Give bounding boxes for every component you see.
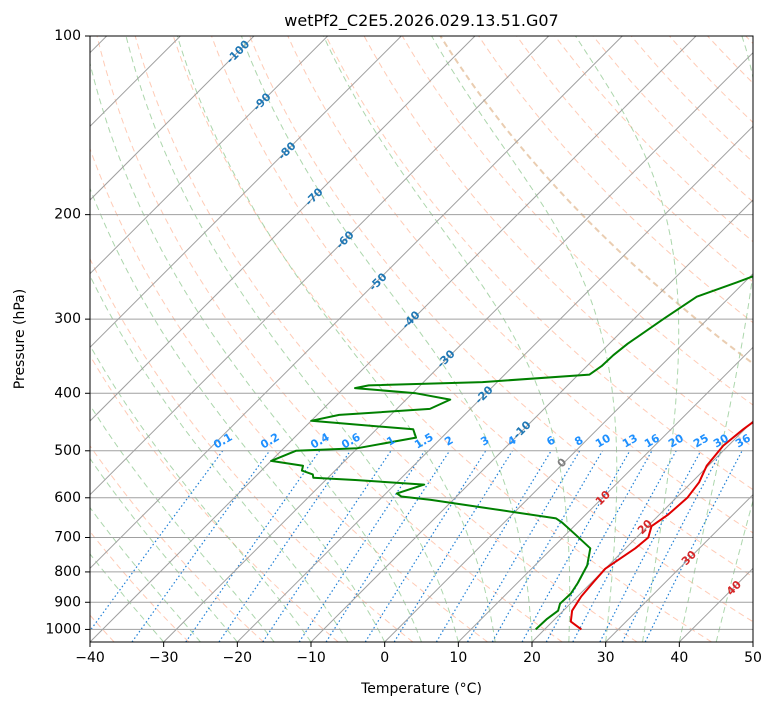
axes: −40 −30 −20 −10 0 10 20 30 40 50 1000 900 800 700 600 5… — [45, 28, 762, 666]
mixing-ratio-line — [218, 450, 351, 642]
dry-adiabat — [249, 36, 753, 578]
isotherm — [531, 420, 753, 642]
isotherm — [90, 36, 697, 642]
mixing-ratio-line — [185, 450, 321, 642]
dry-adiabat — [96, 36, 563, 642]
moist-adiabat — [678, 36, 753, 642]
dry-adiabat — [90, 444, 264, 642]
dry-adiabat — [325, 36, 753, 491]
chart-title: wetPf2_C2E5.2026.029.13.51.G07 — [284, 11, 558, 31]
isotherm — [90, 36, 402, 349]
dry-adiabat — [211, 36, 753, 623]
moist-adiabat — [176, 36, 496, 642]
isotherm — [90, 36, 255, 201]
moist-adiabat — [90, 404, 275, 642]
x-axis-label: Temperature (°C) — [360, 681, 482, 697]
moist-adiabat — [323, 36, 571, 642]
moist-adiabat — [90, 506, 201, 642]
y-tick-label: 400 — [54, 385, 81, 401]
moist-adiabat — [90, 61, 422, 642]
temperature-profile — [569, 420, 753, 631]
x-tick-label: 40 — [670, 650, 688, 666]
y-tick-label: 500 — [54, 443, 81, 459]
x-tick-label: −30 — [149, 650, 179, 666]
mixing-ratio-line — [435, 450, 552, 642]
isotherm — [236, 125, 753, 642]
dry-adiabat — [478, 36, 753, 324]
mixing-ratio-line — [521, 450, 631, 642]
dewpoint-profile — [270, 275, 753, 631]
mixing-ratio-line — [491, 450, 604, 642]
moist-adiabat — [90, 457, 238, 642]
dry-adiabat — [90, 257, 414, 642]
dry-adiabat — [630, 36, 753, 163]
isotherm — [90, 36, 550, 496]
dry-adiabat — [172, 36, 712, 642]
x-tick-label: 0 — [380, 650, 389, 666]
x-tick-label: 10 — [449, 650, 467, 666]
isotherm — [90, 36, 623, 570]
moist-adiabat — [125, 36, 459, 642]
mixing-ratio-line — [572, 450, 677, 642]
x-tick-label: 50 — [744, 650, 762, 666]
moist-adiabat — [431, 36, 618, 642]
y-tick-label: 900 — [54, 594, 81, 610]
y-tick-label: 600 — [54, 490, 81, 506]
y-tick-label: 200 — [54, 207, 81, 223]
dry-adiabat — [592, 36, 753, 203]
moist-adiabat — [90, 274, 349, 642]
y-tick-label: 800 — [54, 564, 81, 580]
y-tick-label: 300 — [54, 311, 81, 327]
pressure-gridlines — [90, 36, 753, 630]
dry-adiabat — [516, 36, 753, 283]
moist-adiabat — [575, 36, 680, 642]
isotherm — [457, 346, 753, 642]
isotherm — [90, 36, 476, 422]
moist-adiabats — [90, 36, 753, 642]
dry-adiabat — [401, 36, 753, 406]
mixing-ratio-line — [325, 450, 451, 642]
moist-adiabat — [90, 553, 165, 642]
isotherm — [163, 51, 753, 642]
profiles — [270, 275, 753, 631]
x-tick-label: 20 — [523, 650, 541, 666]
y-tick-label: 100 — [54, 28, 81, 44]
x-tick-label: 30 — [597, 650, 615, 666]
isotherm — [310, 199, 753, 642]
mixing-ratio-line — [393, 450, 513, 642]
isotherm — [384, 272, 753, 642]
moist-adiabat — [715, 498, 753, 642]
mixing-ratio-line — [466, 450, 581, 642]
y-tick-label: 1000 — [45, 621, 81, 637]
x-tick-label: −10 — [296, 650, 326, 666]
isotherm — [90, 36, 329, 275]
isotherm — [605, 493, 753, 642]
isotherms — [90, 36, 753, 642]
moist-adiabat — [90, 187, 386, 642]
y-tick-label: 700 — [54, 530, 81, 546]
dry-adiabat — [134, 36, 638, 642]
dry-adiabats — [90, 36, 753, 642]
moist-adiabat — [240, 36, 533, 642]
x-tick-label: −40 — [75, 650, 105, 666]
plot-frame — [89, 35, 754, 643]
y-axis-label: Pressure (hPa) — [12, 289, 28, 389]
mixing-ratio-line — [131, 450, 271, 642]
x-tick-label: −20 — [223, 650, 253, 666]
mixing-ratio-line — [364, 450, 487, 642]
